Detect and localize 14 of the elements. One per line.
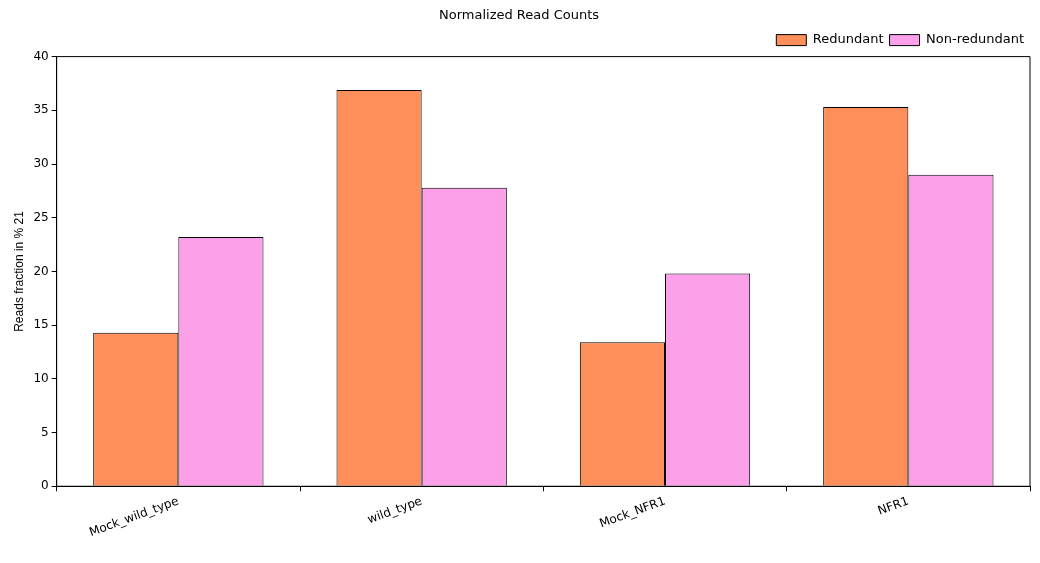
y-tick-label: 5 [41, 424, 49, 439]
legend-label: Redundant [812, 31, 884, 47]
chart-title: Normalized Read Counts [438, 7, 600, 23]
x-tick-label: NFR1 [875, 493, 911, 518]
y-tick-label: 10 [33, 370, 49, 385]
y-tick-label: 15 [33, 317, 49, 332]
y-tick-label: 40 [33, 48, 49, 63]
y-tick-label: 30 [33, 156, 49, 171]
y-tick-label: 25 [33, 209, 49, 224]
y-tick-label: 35 [33, 102, 49, 117]
y-tick-label: 0 [41, 478, 49, 493]
y-axis-title: Reads fraction in % 21 [11, 210, 26, 332]
legend-label: Non-redundant [926, 31, 1024, 47]
y-tick-label: 20 [33, 263, 49, 278]
